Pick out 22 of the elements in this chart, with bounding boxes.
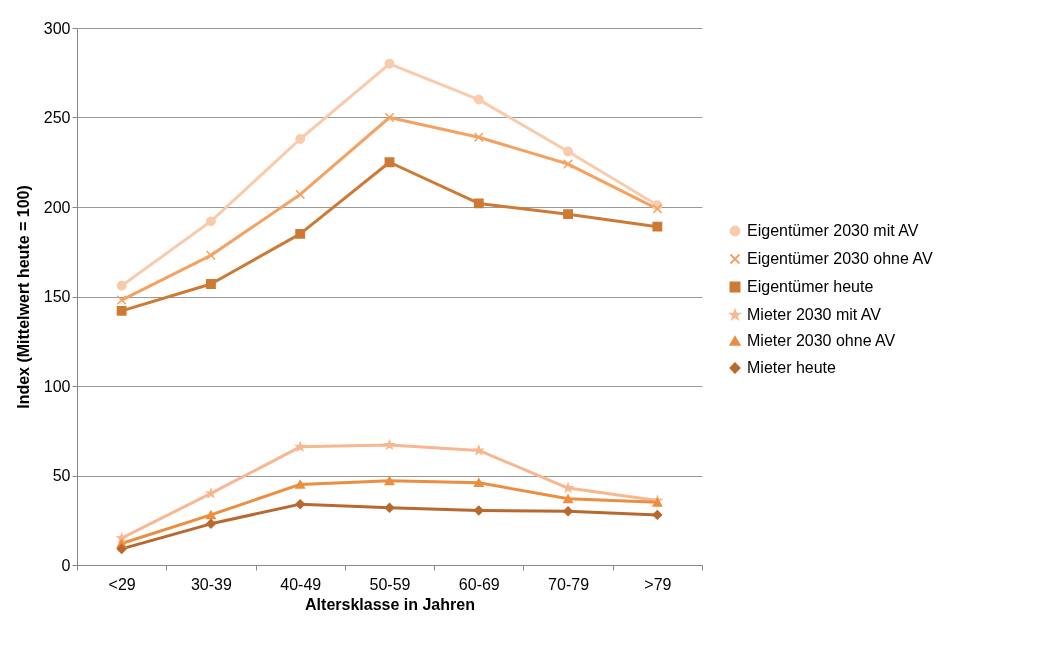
y-tick-label: 50 xyxy=(52,467,71,484)
x-tick-label: >79 xyxy=(644,575,672,593)
x-tick-label: <29 xyxy=(108,575,136,593)
x-tick-label: 70-79 xyxy=(548,575,590,593)
y-tick-label: 100 xyxy=(43,377,71,395)
x-tick-label: 30-39 xyxy=(190,575,232,593)
x-tick-label: 40-49 xyxy=(280,575,322,593)
x-axis-title: Altersklasse in Jahren xyxy=(305,595,475,613)
x-tick-label: 50-59 xyxy=(369,575,411,593)
y-tick-label: 250 xyxy=(43,109,71,126)
legend-label: Mieter heute xyxy=(747,359,837,376)
legend-label: Eigentümer heute xyxy=(747,278,874,295)
y-tick-label: 0 xyxy=(61,556,71,574)
y-axis-title: Index (Mittelwert heute = 100) xyxy=(14,185,32,409)
x-tick-label: 60-69 xyxy=(458,575,500,593)
legend-label: Eigentümer 2030 mit AV xyxy=(747,222,919,239)
legend-label: Eigentümer 2030 ohne AV xyxy=(747,250,933,267)
y-tick-label: 200 xyxy=(43,198,71,216)
y-tick-label: 300 xyxy=(43,19,71,37)
legend-label: Mieter 2030 ohne AV xyxy=(747,332,896,349)
legend-label: Mieter 2030 mit AV xyxy=(747,306,882,323)
y-tick-label: 150 xyxy=(43,288,71,305)
